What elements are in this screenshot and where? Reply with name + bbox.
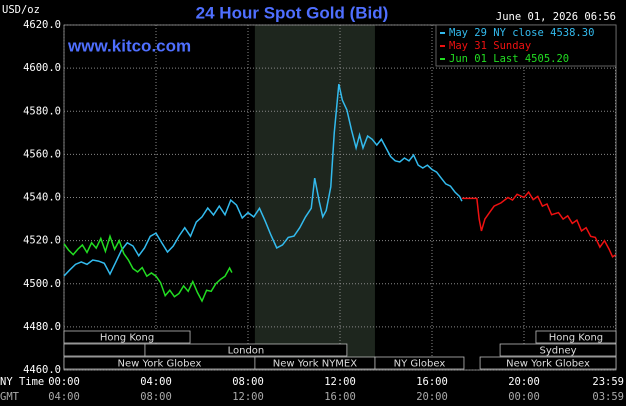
y-tick-label: 4620.0 [23, 19, 61, 31]
x-tick-label: 20:00 [508, 376, 540, 388]
y-tick-label: 4500.0 [23, 278, 61, 290]
session-box [499, 343, 617, 357]
y-tick-label: 4480.0 [23, 321, 61, 333]
chart-title: 24 Hour Spot Gold (Bid) [196, 3, 389, 22]
x2-tick-label: 08:00 [140, 391, 172, 403]
session-box [374, 356, 465, 370]
series-line [461, 190, 616, 258]
session-box [63, 343, 146, 357]
session-box [63, 330, 191, 344]
x-axis-label: NY Time [0, 376, 44, 388]
line-layer [63, 83, 616, 303]
session-label: New York Globex [118, 359, 202, 370]
y-tick-label: 4560.0 [23, 148, 61, 160]
legend-box [435, 24, 617, 67]
x2-tick-label: 04:00 [48, 391, 80, 403]
x2-tick-label: 00:00 [508, 391, 540, 403]
session-box [144, 343, 348, 357]
x2-tick-label: 12:00 [232, 391, 264, 403]
watermark: www.kitco.com [67, 36, 191, 55]
series-line [63, 233, 233, 303]
session-label: Sydney [540, 346, 577, 357]
x-tick-label: 16:00 [416, 376, 448, 388]
session-box [535, 330, 617, 344]
session-label: New York NYMEX [273, 359, 358, 370]
x-tick-label: 23:59 [592, 376, 624, 388]
series-line [63, 83, 463, 277]
label-layer: 4460.0 4480.0 4500.0 4520.0 4540.0 4560.0 4580… [23, 19, 624, 403]
legend-label: May 31 Sunday [449, 40, 531, 52]
session-label: Hong Kong [100, 333, 154, 344]
session-label: London [228, 346, 265, 357]
timestamp: June 01, 2026 06:56 [496, 11, 616, 23]
session-layer: Hong Kong Hong Kong London Sydney New York G… [63, 330, 617, 370]
y-tick-label: 4540.0 [23, 192, 61, 204]
session-box [479, 356, 617, 370]
shade-layer [254, 25, 375, 370]
x2-tick-label: 20:00 [416, 391, 448, 403]
y-tick-label: 4460.0 [23, 364, 61, 376]
x2-axis-label: GMT [0, 391, 20, 403]
y-tick-label: 4520.0 [23, 235, 61, 247]
session-label: New York Globex [506, 359, 590, 370]
session-label: Hong Kong [549, 333, 603, 344]
x-tick-label: 12:00 [324, 376, 356, 388]
x-tick-label: 00:00 [48, 376, 80, 388]
y-tick-label: 4600.0 [23, 62, 61, 74]
x-tick-label: 04:00 [140, 376, 172, 388]
legend-label: May 29 NY close 4538.30 [449, 27, 594, 39]
y-axis-label: USD/oz [2, 4, 40, 16]
session-label: NY Globex [394, 359, 446, 370]
plot-frame [63, 24, 617, 371]
session-shade [254, 25, 375, 370]
y-tick-label: 4580.0 [23, 105, 61, 117]
legend-label: Jun 01 Last 4505.20 [449, 53, 569, 65]
x-tick-label: 08:00 [232, 376, 264, 388]
x2-tick-label: 16:00 [324, 391, 356, 403]
x2-tick-label: 03:59 [592, 391, 624, 403]
